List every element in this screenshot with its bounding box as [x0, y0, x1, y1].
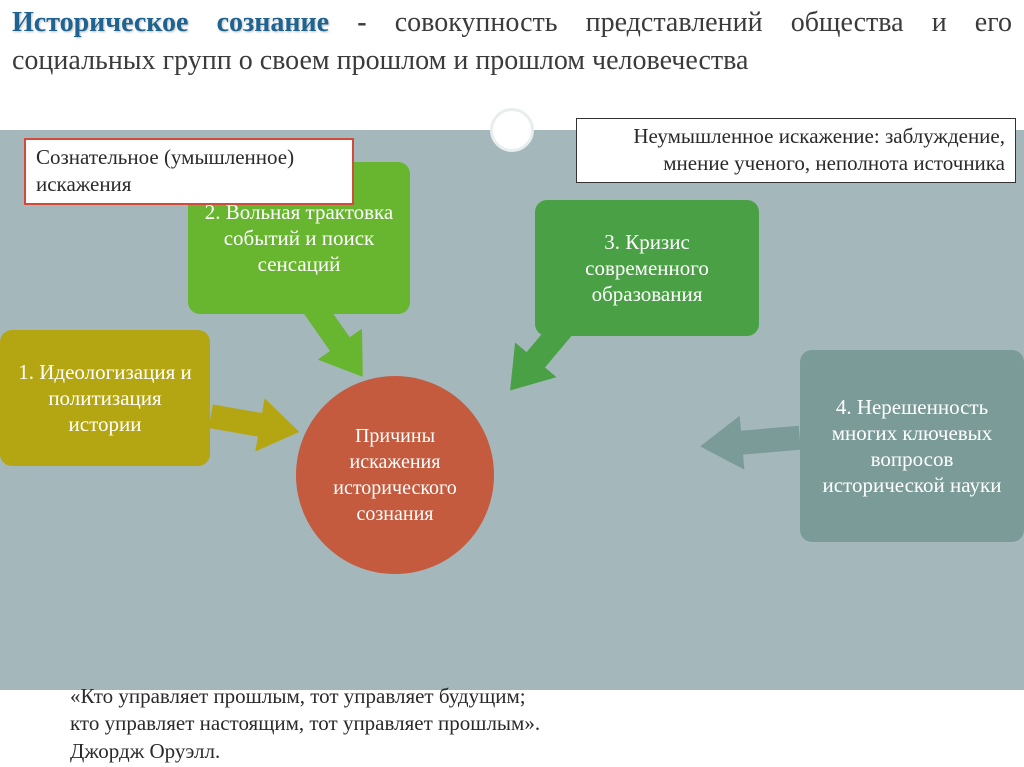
term: Историческое сознание	[12, 7, 329, 38]
cause-box-1: 1. Идеологизация и политизация истории	[0, 330, 210, 466]
callout-unintentional-distortion: Неумышленное искажение: заблуждение, мне…	[576, 118, 1016, 183]
cause-box-3: 3. Кризис современного образования	[535, 200, 759, 336]
accent-circle	[490, 108, 534, 152]
quote-line-1: «Кто управляет прошлым, тот управляет бу…	[70, 683, 540, 710]
dash: -	[357, 7, 366, 38]
definition-header: Историческое сознание - совокупность пре…	[0, 0, 1024, 84]
callout-intentional-distortion: Сознательное (умышленное) искажения	[24, 138, 354, 205]
quote-author: Джордж Оруэлл.	[70, 738, 540, 765]
center-circle: Причины искажения исторического сознания	[296, 376, 494, 574]
arrow-4	[698, 408, 803, 476]
quote-line-2: кто управляет настоящим, тот управляет п…	[70, 710, 540, 737]
quote-block: «Кто управляет прошлым, тот управляет бу…	[70, 683, 540, 765]
cause-box-4: 4. Нерешенность многих ключевых вопросов…	[800, 350, 1024, 542]
